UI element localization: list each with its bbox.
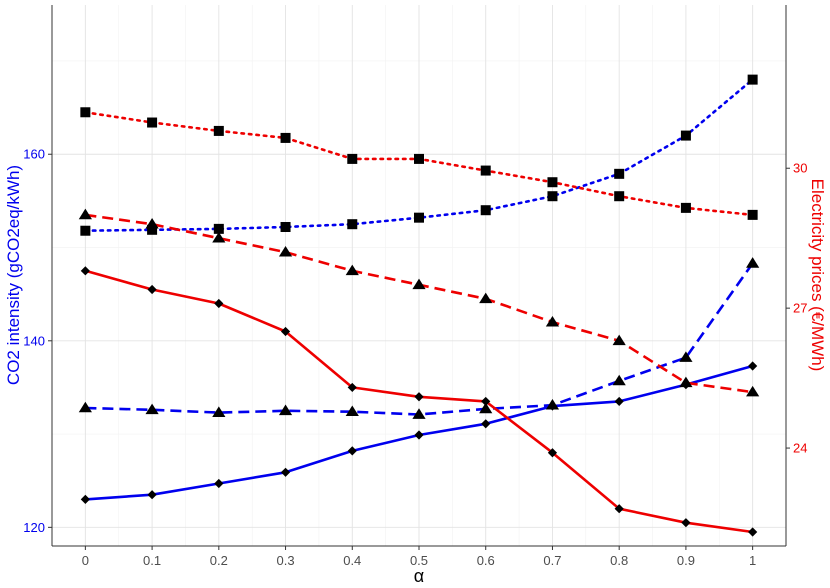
data-point-diamond <box>614 504 624 514</box>
data-point-square <box>213 125 224 136</box>
data-point-triangle <box>479 402 493 414</box>
x-tick-label: 0.9 <box>677 553 695 568</box>
data-point-triangle <box>345 405 359 417</box>
data-point-square <box>147 224 158 235</box>
data-point-diamond <box>147 284 157 295</box>
data-point-triangle <box>145 217 159 229</box>
x-tick-label: 0.7 <box>543 553 561 568</box>
data-point-square <box>680 202 691 213</box>
x-tick-label: 1 <box>749 553 756 568</box>
data-point-square <box>147 117 158 128</box>
data-point-diamond <box>614 396 624 407</box>
data-point-triangle <box>278 245 293 257</box>
data-point-triangle <box>679 351 693 362</box>
data-point-square <box>680 130 691 141</box>
data-point-diamond <box>481 419 491 429</box>
data-point-diamond <box>748 361 758 371</box>
data-point-diamond <box>347 446 357 456</box>
x-tick-label: 0.2 <box>210 553 228 568</box>
ticks: 0 0.1 0.2 0.3 0.4 0.5 0.6 0.7 0.8 0.9 1 120 140 160 24… <box>23 147 807 568</box>
data-point-square <box>480 165 491 176</box>
x-tick-label: 0 <box>82 553 89 568</box>
data-point-square <box>280 221 291 232</box>
y-axis-label-right: Electricity prices (€/MWh) <box>808 179 827 372</box>
data-point-triangle <box>78 208 92 220</box>
data-point-diamond <box>748 527 758 537</box>
y-left-tick-label: 140 <box>23 333 45 348</box>
data-point-triangle <box>145 403 159 415</box>
data-point-diamond <box>414 430 424 440</box>
series-layer <box>78 74 760 537</box>
data-point-triangle <box>212 406 226 417</box>
data-point-diamond <box>280 467 291 477</box>
data-point-triangle <box>278 404 293 416</box>
data-point-triangle <box>746 385 760 397</box>
data-point-square <box>80 225 91 236</box>
x-axis-label: α <box>414 566 424 586</box>
gridlines <box>52 5 786 546</box>
y-right-tick-label: 27 <box>793 301 807 316</box>
data-point-square <box>614 168 625 179</box>
data-point-diamond <box>481 396 491 407</box>
data-point-square <box>614 191 625 202</box>
y-axis-label-left: CO2 intensity (gCO2eq/kWh) <box>4 165 23 385</box>
data-point-triangle <box>679 376 693 388</box>
data-point-triangle <box>479 292 493 304</box>
series-line-3-left-dotted <box>84 78 754 232</box>
data-point-square <box>80 107 91 118</box>
data-point-triangle <box>612 334 626 346</box>
data-point-triangle <box>78 401 92 413</box>
data-point-diamond <box>80 266 90 276</box>
data-point-diamond <box>347 382 357 393</box>
x-tick-label: 0.1 <box>143 553 161 568</box>
data-point-square <box>547 177 558 188</box>
data-point-diamond <box>214 478 224 489</box>
x-tick-label: 0.6 <box>477 553 495 568</box>
y-left-tick-label: 160 <box>23 147 45 162</box>
data-point-triangle <box>412 278 426 290</box>
y-right-tick-label: 24 <box>793 441 807 456</box>
data-point-triangle <box>746 257 760 268</box>
data-point-triangle <box>212 231 226 243</box>
x-tick-label: 0.5 <box>410 553 428 568</box>
data-point-square <box>347 153 358 164</box>
x-tick-label: 0.8 <box>610 553 628 568</box>
data-point-triangle <box>545 398 560 410</box>
data-point-square <box>480 205 491 216</box>
data-point-diamond <box>147 490 157 500</box>
data-point-square <box>547 191 558 202</box>
y-left-tick-label: 120 <box>23 520 45 535</box>
data-point-triangle <box>345 264 359 276</box>
data-point-diamond <box>414 392 424 402</box>
data-point-square <box>747 74 758 85</box>
data-point-square <box>414 212 424 223</box>
data-point-triangle <box>545 315 560 327</box>
data-point-diamond <box>280 326 291 337</box>
data-point-square <box>747 209 758 220</box>
data-point-triangle <box>412 408 426 419</box>
data-point-triangle <box>612 374 626 386</box>
x-tick-label: 0.3 <box>277 553 295 568</box>
data-point-square <box>280 132 291 143</box>
data-point-square <box>213 223 224 234</box>
data-point-square <box>414 153 424 164</box>
data-point-diamond <box>681 518 691 528</box>
data-point-diamond <box>547 448 558 458</box>
data-point-diamond <box>80 494 90 504</box>
x-tick-label: 0.4 <box>343 553 361 568</box>
y-right-tick-label: 30 <box>793 161 807 176</box>
data-point-diamond <box>214 298 224 309</box>
data-point-square <box>347 219 358 230</box>
